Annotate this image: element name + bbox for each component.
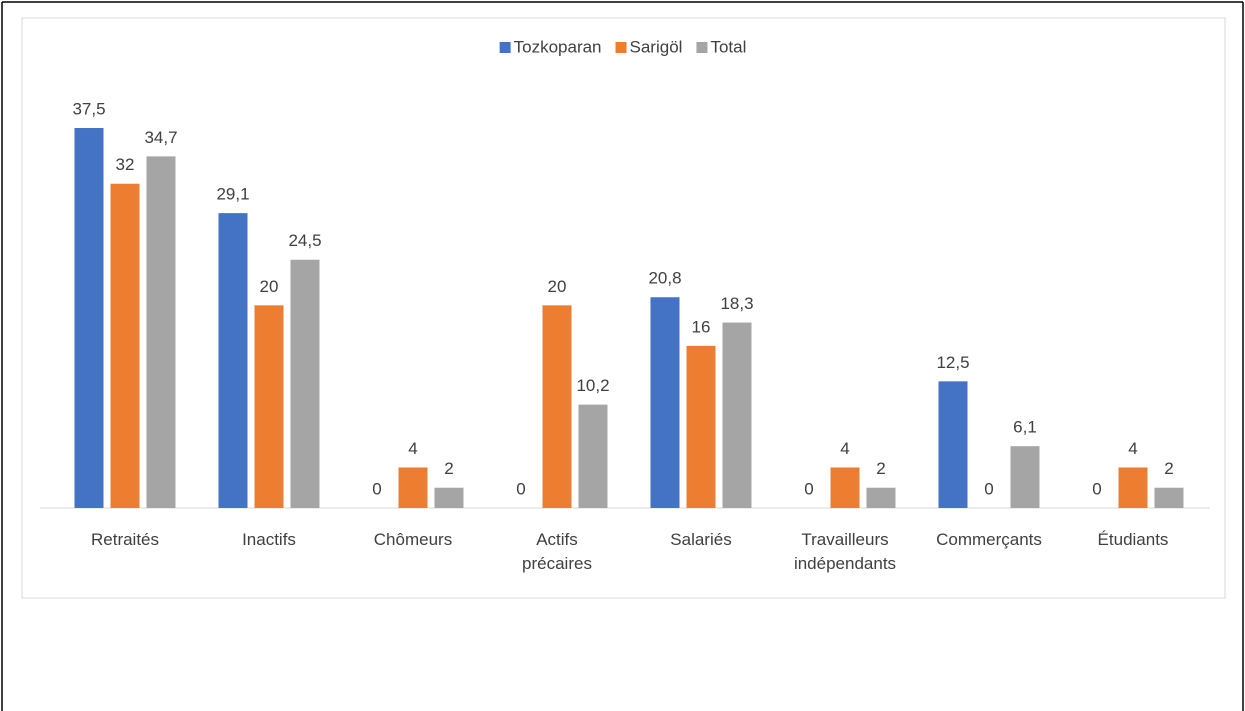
data-label: 4: [840, 439, 849, 458]
x-tick-label: Actifs précaires: [522, 530, 592, 573]
data-label: 0: [372, 479, 381, 498]
x-tick-label: Travailleurs indépendants: [794, 530, 896, 573]
bar: [398, 467, 428, 508]
x-tick-label: Chômeurs: [374, 530, 452, 549]
data-label: 34,7: [144, 128, 177, 147]
legend-swatch: [696, 42, 708, 53]
bar: [938, 381, 968, 508]
data-label: 12,5: [936, 353, 969, 372]
x-tick-label: Inactifs: [242, 530, 296, 549]
bar: [218, 213, 248, 508]
bar: [110, 183, 140, 508]
x-tick-label: Retraités: [91, 530, 159, 549]
data-label: 2: [1164, 459, 1173, 478]
data-label: 20: [260, 277, 279, 296]
bar: [830, 467, 860, 508]
data-label: 4: [1128, 439, 1137, 458]
data-label: 24,5: [288, 231, 321, 250]
data-label: 20: [548, 277, 567, 296]
data-label: 37,5: [72, 99, 105, 118]
legend-label: Total: [710, 37, 746, 56]
bar: [74, 128, 104, 508]
legend-label: Sarigöl: [630, 37, 683, 56]
bar: [866, 487, 896, 508]
legend-label: Tozkoparan: [514, 37, 602, 56]
data-label: 0: [804, 479, 813, 498]
bar: [1010, 446, 1040, 508]
bar: [434, 487, 464, 508]
data-label: 18,3: [720, 294, 753, 313]
data-label: 20,8: [648, 269, 681, 288]
bar: [1118, 467, 1148, 508]
bar: [686, 345, 716, 508]
data-label: 16: [692, 317, 711, 336]
data-label: 0: [516, 479, 525, 498]
bar: [722, 322, 752, 508]
data-label: 6,1: [1013, 418, 1037, 437]
bar: [1154, 487, 1184, 508]
data-label: 4: [408, 439, 417, 458]
data-label: 29,1: [216, 185, 249, 204]
data-label: 0: [1092, 479, 1101, 498]
x-tick-label: Salariés: [670, 530, 731, 549]
bar: [542, 305, 572, 508]
data-label: 32: [116, 155, 135, 174]
bar: [578, 404, 608, 508]
bar: [650, 297, 680, 508]
x-tick-label: Étudiants: [1098, 530, 1169, 549]
bar: [254, 305, 284, 508]
legend-swatch: [615, 42, 627, 53]
bar: [146, 156, 176, 509]
data-label: 10,2: [576, 376, 609, 395]
data-label: 2: [444, 459, 453, 478]
data-label: 0: [984, 479, 993, 498]
x-tick-label: Commerçants: [936, 530, 1042, 549]
bar: [290, 259, 320, 508]
legend-swatch: [499, 42, 511, 53]
chart-area: [21, 17, 1226, 599]
data-label: 2: [876, 459, 885, 478]
